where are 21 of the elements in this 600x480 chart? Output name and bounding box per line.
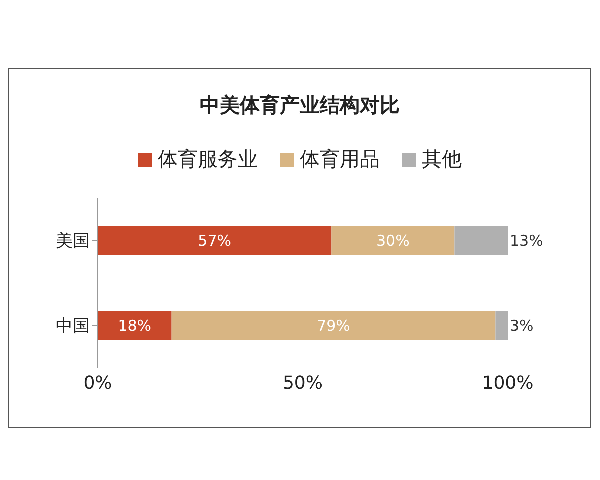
bar [172,311,496,340]
data-label: 18% [118,316,152,335]
legend-label: 体育用品 [299,146,380,173]
bar [332,226,455,256]
x-tick-label: 50% [282,372,324,394]
bar [496,311,508,340]
data-label: 57% [198,232,232,250]
x-tick-label: 0% [84,372,112,394]
y-tick-label: 中国 [56,316,90,337]
bar [454,226,508,256]
bar [98,311,172,340]
chart-title: 中美体育产业结构对比 [199,92,401,119]
legend-label: 体育服务业 [157,146,258,173]
legend-label: 其他 [421,146,462,173]
y-tick-label: 美国 [56,232,90,252]
data-label: 79% [317,316,350,335]
data-label: 30% [376,232,410,250]
data-label: 13% [510,232,544,250]
x-tick-label: 100% [482,372,534,394]
bar [98,226,332,256]
data-label: 3% [510,316,534,335]
